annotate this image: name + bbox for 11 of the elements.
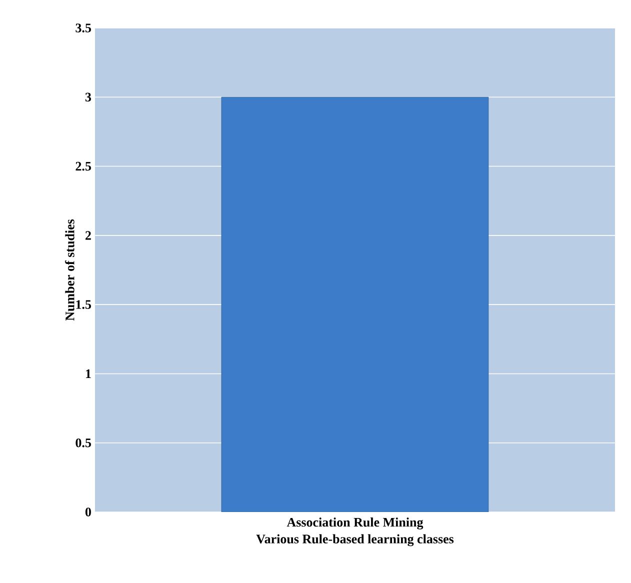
y-axis-title: Number of studies (65, 219, 74, 321)
y-tick-label: 2 (86, 231, 91, 240)
y-tick-label: 2.5 (76, 162, 91, 171)
y-tick-label: 3 (85, 92, 92, 102)
y-tick-label: 3.5 (76, 24, 91, 32)
y-tick-label: 0.5 (76, 438, 91, 448)
y-tick-label: 1 (86, 369, 91, 378)
y-tick-label: 0 (85, 508, 91, 516)
x-axis-title: Various Rule-based learning classes (256, 534, 454, 546)
x-tick-label: Association Rule Mining (286, 518, 424, 530)
y-tick-label: 1.5 (76, 300, 91, 309)
